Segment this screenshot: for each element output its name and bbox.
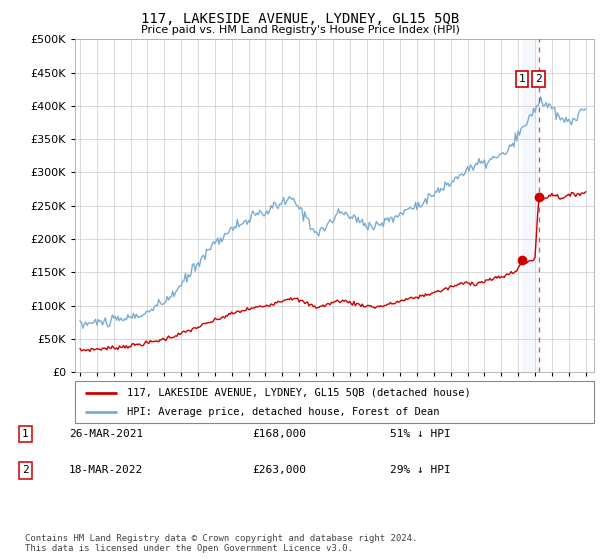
Text: 117, LAKESIDE AVENUE, LYDNEY, GL15 5QB (detached house): 117, LAKESIDE AVENUE, LYDNEY, GL15 5QB (… xyxy=(127,388,470,398)
Text: 117, LAKESIDE AVENUE, LYDNEY, GL15 5QB: 117, LAKESIDE AVENUE, LYDNEY, GL15 5QB xyxy=(141,12,459,26)
Text: HPI: Average price, detached house, Forest of Dean: HPI: Average price, detached house, Fore… xyxy=(127,407,439,417)
Text: 29% ↓ HPI: 29% ↓ HPI xyxy=(390,465,451,475)
Text: 18-MAR-2022: 18-MAR-2022 xyxy=(69,465,143,475)
Bar xyxy=(522,39,539,372)
Text: £263,000: £263,000 xyxy=(252,465,306,475)
Text: 1: 1 xyxy=(518,74,525,84)
Text: 2: 2 xyxy=(535,74,542,84)
Text: Contains HM Land Registry data © Crown copyright and database right 2024.
This d: Contains HM Land Registry data © Crown c… xyxy=(25,534,418,553)
Text: 1: 1 xyxy=(22,429,29,439)
Text: 51% ↓ HPI: 51% ↓ HPI xyxy=(390,429,451,439)
Text: £168,000: £168,000 xyxy=(252,429,306,439)
FancyBboxPatch shape xyxy=(75,381,594,423)
Text: 2: 2 xyxy=(22,465,29,475)
Text: 26-MAR-2021: 26-MAR-2021 xyxy=(69,429,143,439)
Text: Price paid vs. HM Land Registry's House Price Index (HPI): Price paid vs. HM Land Registry's House … xyxy=(140,25,460,35)
